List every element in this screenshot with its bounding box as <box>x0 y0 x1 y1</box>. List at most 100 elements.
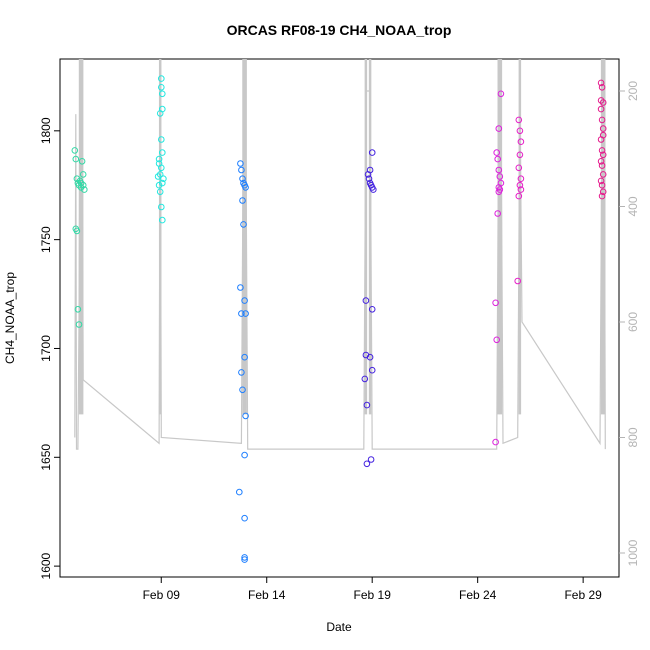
data-point <box>496 173 504 180</box>
data-point <box>241 451 248 459</box>
data-point <box>155 155 163 163</box>
data-point <box>236 488 243 496</box>
x-tick-label: Feb 29 <box>564 588 602 602</box>
data-point <box>515 192 523 200</box>
x-tick-label: Feb 14 <box>248 588 286 602</box>
data-point <box>363 401 371 409</box>
y-tick-label: 1800 <box>39 117 53 144</box>
data-point <box>79 181 87 189</box>
y-right-axis: 200 400 600 800 1000 <box>619 81 640 566</box>
data-point <box>74 306 82 313</box>
y-right-tick-label: 400 <box>626 196 640 216</box>
data-point <box>597 97 605 104</box>
data-point <box>517 186 525 193</box>
data-point <box>598 147 606 154</box>
data-point <box>159 90 166 98</box>
data-point <box>599 171 607 178</box>
data-point <box>365 175 373 182</box>
data-point <box>156 188 164 196</box>
data-point <box>516 181 524 189</box>
x-tick-label: Feb 24 <box>459 588 497 602</box>
pressure-trace-layer <box>74 59 606 450</box>
data-point <box>368 366 376 374</box>
data-point <box>599 131 607 139</box>
data-point <box>598 116 606 124</box>
data-point <box>75 181 83 189</box>
data-point <box>238 369 245 376</box>
data-point <box>154 173 162 180</box>
data-point <box>492 438 499 446</box>
data-point <box>159 149 166 156</box>
data-point <box>597 79 605 87</box>
data-point <box>366 353 374 361</box>
data-point <box>158 84 165 91</box>
data-point <box>241 353 248 361</box>
data-point <box>241 297 248 304</box>
data-point <box>239 386 246 394</box>
data-point <box>241 554 248 561</box>
data-point <box>241 556 248 563</box>
data-point <box>238 310 245 317</box>
data-point <box>237 160 244 167</box>
data-point <box>516 151 524 159</box>
y-axis: 1600 1650 1700 1750 1800 <box>39 117 60 579</box>
y-tick-label: 1700 <box>39 335 53 362</box>
data-point <box>72 155 80 163</box>
data-point <box>366 166 374 174</box>
y-tick-label: 1600 <box>39 552 53 579</box>
data-point <box>159 216 166 224</box>
data-point <box>158 75 165 82</box>
y-right-tick-label: 600 <box>626 312 640 332</box>
data-point <box>237 284 244 291</box>
data-point <box>156 171 164 178</box>
data-point <box>599 125 607 132</box>
data-point <box>517 175 525 182</box>
data-point <box>599 151 607 159</box>
data-point <box>241 514 248 522</box>
x-axis-label: Date <box>326 620 352 634</box>
plot-area <box>59 58 620 578</box>
data-point <box>238 166 245 174</box>
data-point <box>370 186 377 193</box>
data-point <box>495 188 503 196</box>
y-axis-label: CH4_NOAA_trop <box>3 272 17 364</box>
data-point <box>239 197 246 204</box>
data-point <box>492 299 499 307</box>
data-point <box>363 460 371 468</box>
data-point <box>75 321 83 328</box>
data-point <box>79 171 87 178</box>
data-point <box>516 127 524 135</box>
x-tick-label: Feb 09 <box>143 588 181 602</box>
plot-frame <box>59 58 620 578</box>
data-point <box>362 297 370 304</box>
data-point <box>495 125 503 132</box>
data-point <box>597 158 605 165</box>
data-point <box>497 90 505 98</box>
x-tick-label: Feb 19 <box>354 588 392 602</box>
data-point <box>78 158 86 165</box>
data-point <box>495 166 503 174</box>
data-point <box>598 162 606 169</box>
data-point <box>73 227 81 235</box>
y-right-tick-label: 200 <box>626 81 640 101</box>
data-point <box>71 147 79 154</box>
data-point <box>367 456 375 463</box>
data-point <box>158 203 165 211</box>
data-point <box>493 336 501 344</box>
data-point <box>515 164 523 172</box>
data-point <box>242 412 249 420</box>
x-axis: Feb 09 Feb 14 Feb 19 Feb 24 Feb 29 <box>143 577 602 602</box>
data-point <box>598 181 606 189</box>
data-point <box>599 99 607 106</box>
data-point <box>361 375 369 383</box>
data-point <box>598 192 606 200</box>
data-point <box>597 177 605 185</box>
data-point <box>368 149 376 156</box>
data-point <box>81 186 88 193</box>
data-point <box>494 210 502 217</box>
data-point <box>239 175 246 182</box>
data-point <box>160 175 167 182</box>
data-point <box>515 116 523 124</box>
pressure-trace-line <box>74 90 606 450</box>
